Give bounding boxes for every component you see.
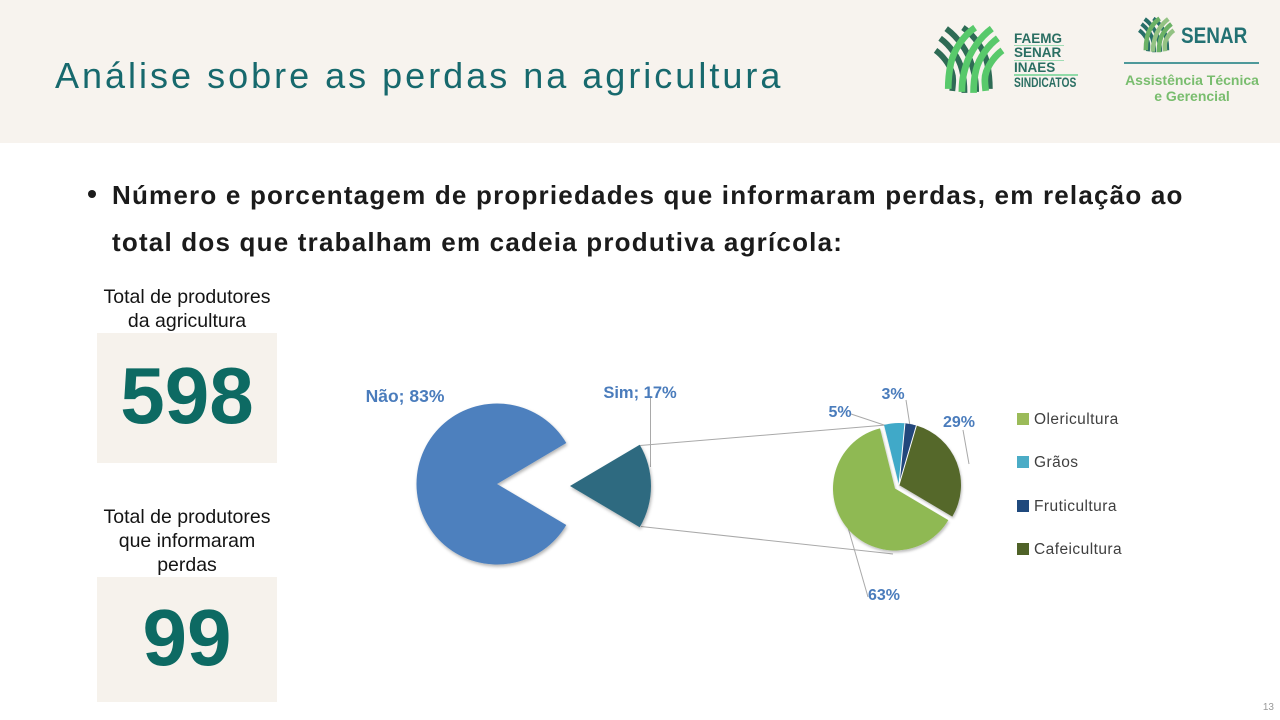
svg-text:Grãos: Grãos bbox=[1034, 454, 1078, 471]
svg-text:5%: 5% bbox=[828, 404, 851, 421]
svg-text:Olericultura: Olericultura bbox=[1034, 411, 1119, 428]
svg-text:Cafeicultura: Cafeicultura bbox=[1034, 541, 1122, 558]
svg-text:3%: 3% bbox=[881, 386, 904, 403]
svg-text:Não; 83%: Não; 83% bbox=[366, 386, 445, 406]
svg-text:Fruticultura: Fruticultura bbox=[1034, 498, 1117, 515]
svg-text:Sim; 17%: Sim; 17% bbox=[603, 384, 677, 402]
svg-text:29%: 29% bbox=[943, 414, 975, 431]
svg-text:63%: 63% bbox=[868, 587, 900, 604]
